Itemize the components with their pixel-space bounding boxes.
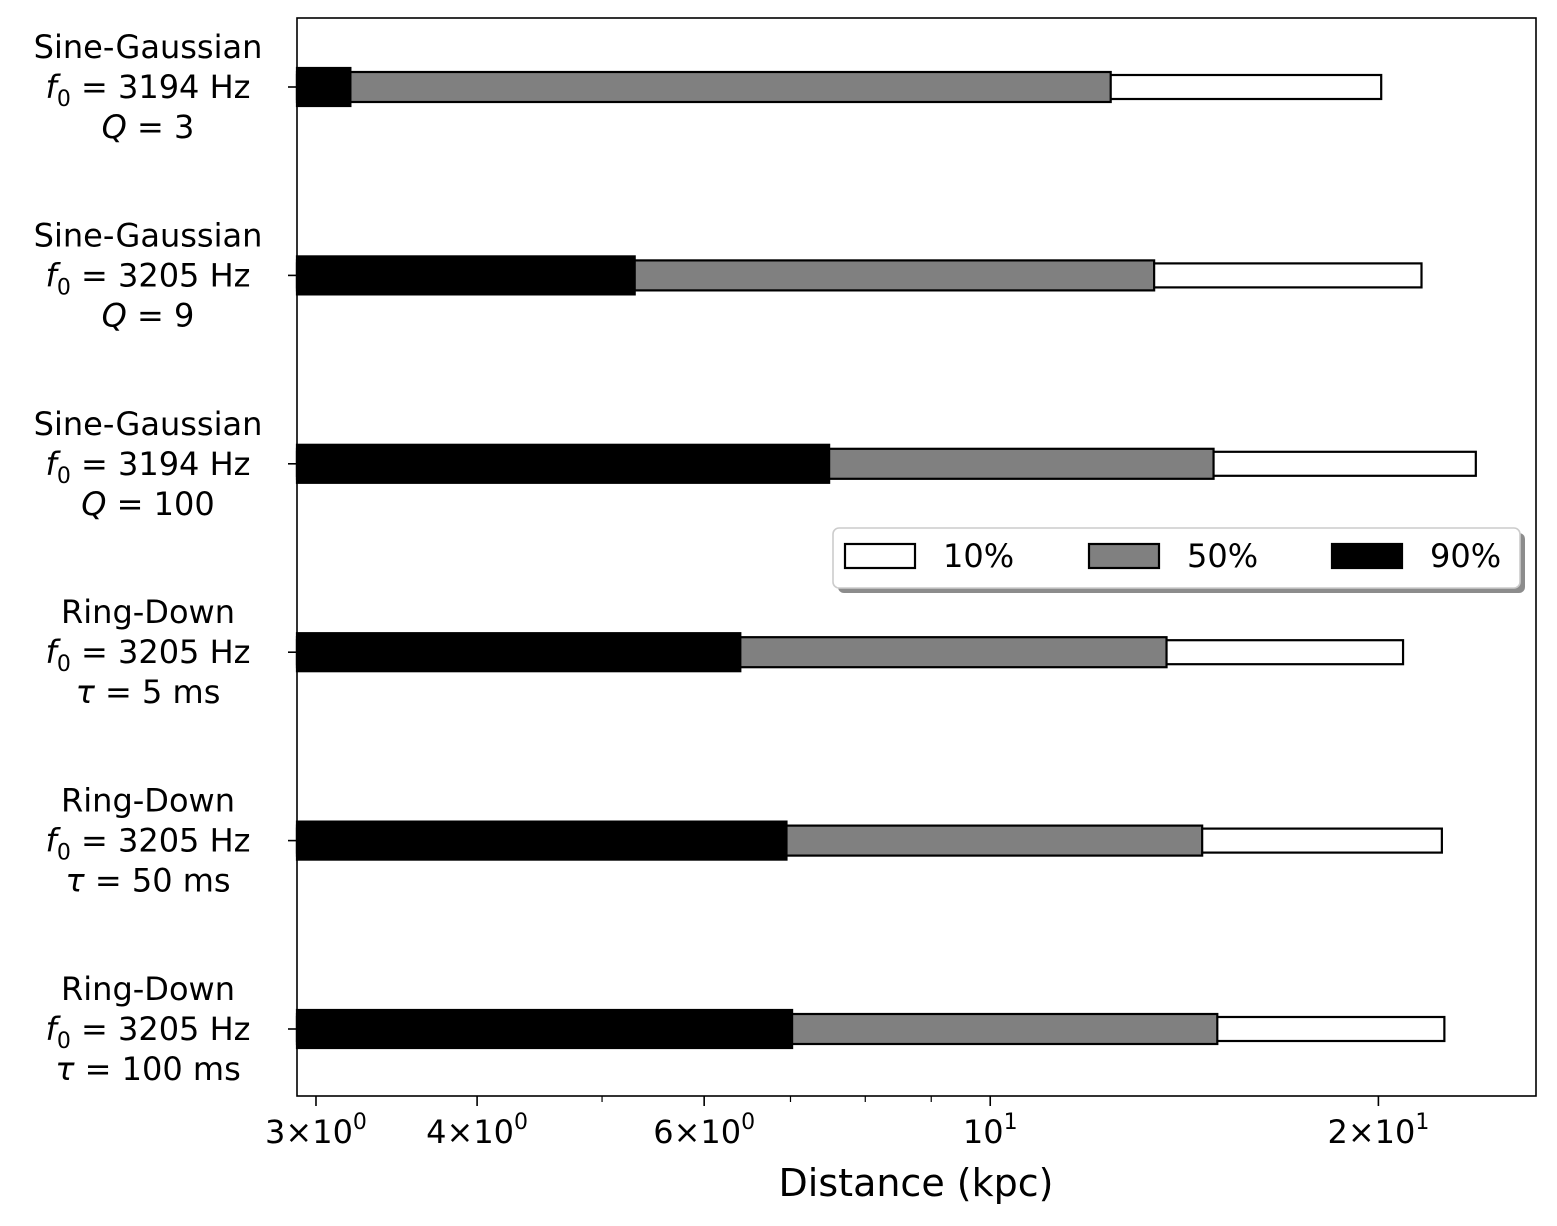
x-tick-label-20: 2×101 bbox=[1327, 1110, 1429, 1151]
legend-swatch-50pct bbox=[1087, 542, 1161, 570]
plot-frame bbox=[296, 17, 1537, 1097]
x-tick-label-4: 4×100 bbox=[426, 1110, 528, 1151]
x-axis-label: Distance (kpc) bbox=[779, 1161, 1054, 1205]
y-tick-label-5: Ring-Down f0 = 3205 Hz τ = 50 ms bbox=[46, 782, 251, 900]
legend: 10% 50% 90% bbox=[832, 527, 1525, 593]
legend-label-50pct: 50% bbox=[1187, 537, 1258, 575]
x-tick-label-10: 101 bbox=[963, 1110, 1018, 1151]
bar-90pct-row-3 bbox=[295, 443, 831, 484]
bar-50pct-row-1 bbox=[295, 70, 1112, 104]
y-tick-label-6: Ring-Down f0 = 3205 Hz τ = 100 ms bbox=[46, 970, 251, 1088]
y-tick-label-2: Sine-Gaussian f0 = 3205 Hz Q = 9 bbox=[34, 216, 263, 334]
y-axis: Sine-Gaussian f0 = 3194 Hz Q = 3 Sine-Gauss… bbox=[34, 28, 297, 1088]
bar-90pct-row-2 bbox=[295, 255, 636, 296]
bar-90pct-row-4 bbox=[295, 632, 742, 673]
y-tick-label-4: Ring-Down f0 = 3205 Hz τ = 5 ms bbox=[46, 593, 251, 711]
y-tick-label-1: Sine-Gaussian f0 = 3194 Hz Q = 3 bbox=[34, 28, 263, 146]
bar-90pct-row-5 bbox=[295, 820, 788, 861]
x-axis: 3×100 4×100 6×100 101 2×101 bbox=[265, 1096, 1429, 1151]
bars-layer bbox=[295, 66, 1477, 1050]
legend-swatch-10pct bbox=[843, 542, 917, 570]
legend-swatch-90pct bbox=[1330, 542, 1404, 570]
bar-90pct-row-6 bbox=[295, 1008, 794, 1050]
legend-box bbox=[832, 527, 1521, 589]
legend-label-10pct: 10% bbox=[943, 537, 1014, 575]
x-tick-label-3: 3×100 bbox=[265, 1110, 367, 1151]
legend-label-90pct: 90% bbox=[1430, 537, 1501, 575]
bar-90pct-row-1 bbox=[295, 66, 352, 108]
y-tick-label-3: Sine-Gaussian f0 = 3194 Hz Q = 100 bbox=[34, 405, 263, 523]
x-tick-label-6: 6×100 bbox=[653, 1110, 755, 1151]
